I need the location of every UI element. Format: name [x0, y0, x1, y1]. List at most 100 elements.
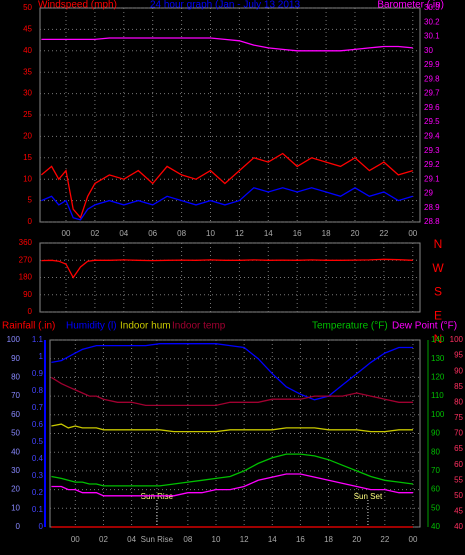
series-line: [41, 187, 413, 221]
y-tick-label: 15: [23, 153, 32, 162]
y-tick-label: 28.9: [424, 203, 440, 212]
legend-entry: Rainfall (.in): [2, 321, 55, 332]
x-tick-label: 20: [352, 535, 361, 544]
annotation: Sun Set: [354, 492, 383, 501]
x-tick-label: 08: [183, 535, 192, 544]
x-tick-label: 00: [71, 535, 80, 544]
y-tick-label: 60: [431, 485, 440, 494]
series-line: [51, 473, 413, 497]
y-tick-label: 30.1: [424, 32, 440, 41]
x-tick-label: 22: [379, 229, 388, 238]
y-tick-label: 1.1: [32, 335, 44, 344]
x-tick-label: 04: [127, 535, 136, 544]
y-tick-label: 29.3: [424, 146, 440, 155]
y-tick-label: 50: [11, 429, 20, 438]
y-tick-label: 28.8: [424, 217, 440, 226]
y-tick-label: 30.2: [424, 17, 440, 26]
y-tick-label: 60: [11, 410, 20, 419]
y-tick-label: 1: [39, 352, 44, 361]
y-tick-label: 0.5: [32, 437, 44, 446]
y-tick-label: 70: [11, 391, 20, 400]
x-tick-label: Sun Rise: [141, 535, 174, 544]
y-tick-label: 100: [450, 335, 464, 344]
x-tick-label: 00: [408, 229, 417, 238]
y-tick-label: 120: [431, 373, 445, 382]
y-tick-label: 5: [28, 196, 33, 205]
x-tick-label: 22: [380, 535, 389, 544]
y-tick-label: 80: [11, 373, 20, 382]
y-tick-label: 40: [11, 447, 20, 456]
y-tick-label: 10: [23, 174, 32, 183]
y-tick-label: 270: [19, 255, 33, 264]
x-tick-label: 14: [268, 535, 277, 544]
y-tick-label: 0.6: [32, 420, 44, 429]
legend-entry: Dew Point (°F): [392, 321, 457, 332]
y-tick-label: 70: [431, 466, 440, 475]
y-tick-label: 29.7: [424, 89, 440, 98]
y-tick-label: 0.8: [32, 386, 44, 395]
y2-label: Barometer (.in): [377, 0, 444, 11]
annotation: Sun Rise: [141, 492, 174, 501]
y-tick-label: 80: [431, 447, 440, 456]
x-tick-label: 12: [235, 229, 244, 238]
y-tick-label: 180: [19, 273, 33, 282]
y-tick-label: 80: [454, 397, 463, 406]
x-tick-label: 18: [322, 229, 331, 238]
x-tick-label: 00: [62, 229, 71, 238]
x-tick-label: 18: [324, 535, 333, 544]
y-tick-label: 0.9: [32, 369, 44, 378]
series-line: [40, 152, 413, 219]
y-tick-label: 29.2: [424, 160, 440, 169]
legend-entry: Temperature (°F): [312, 321, 388, 332]
series-line: [51, 343, 413, 401]
y-tick-label: 60: [454, 460, 463, 469]
y-tick-label: S: [434, 285, 442, 299]
x-tick-label: 14: [264, 229, 273, 238]
series-line: [41, 258, 413, 279]
y-tick-label: 0.2: [32, 488, 44, 497]
y-tick-label: 0.1: [32, 505, 44, 514]
y-tick-label: 95: [454, 351, 463, 360]
y-tick-label: 0: [39, 522, 44, 531]
y-tick-label: 30.3: [424, 3, 440, 12]
y-tick-label: 29.9: [424, 60, 440, 69]
y-tick-label: 50: [23, 3, 32, 12]
y-tick-label: 55: [454, 475, 463, 484]
y-tick-label: 25: [23, 110, 32, 119]
y-tick-label: 140: [431, 335, 445, 344]
y-tick-label: 30: [11, 466, 20, 475]
y-tick-label: 30: [424, 46, 433, 55]
y-tick-label: 0.3: [32, 471, 44, 480]
y-tick-label: 90: [11, 354, 20, 363]
y-tick-label: W: [432, 261, 444, 275]
y-tick-label: 75: [454, 413, 463, 422]
x-tick-label: 08: [177, 229, 186, 238]
y-tick-label: 100: [431, 410, 445, 419]
y-tick-label: 35: [23, 67, 32, 76]
legend-entry: Indoor hum: [120, 321, 171, 332]
y-tick-label: N: [434, 237, 443, 251]
y-tick-label: 50: [454, 491, 463, 500]
y-tick-label: 29.6: [424, 103, 440, 112]
y-tick-label: 50: [431, 503, 440, 512]
x-tick-label: 16: [293, 229, 302, 238]
y-tick-label: 40: [431, 522, 440, 531]
y-tick-label: 29.8: [424, 74, 440, 83]
y-tick-label: 110: [431, 391, 444, 400]
y-tick-label: 0.7: [32, 403, 44, 412]
series-line: [51, 376, 413, 407]
x-tick-label: 20: [351, 229, 360, 238]
y-tick-label: N: [434, 332, 443, 346]
x-tick-label: 10: [206, 229, 215, 238]
y-tick-label: 130: [431, 354, 445, 363]
y-tick-label: 85: [454, 382, 463, 391]
legend-entry: Indoor temp: [172, 321, 226, 332]
y-tick-label: 45: [23, 25, 32, 34]
y-tick-label: 90: [23, 290, 32, 299]
y-tick-label: 65: [454, 444, 463, 453]
y-label: Windspeed (mph): [38, 0, 117, 11]
y-tick-label: 29.5: [424, 117, 440, 126]
y-tick-label: 30: [23, 89, 32, 98]
y-tick-label: 0.4: [32, 454, 44, 463]
